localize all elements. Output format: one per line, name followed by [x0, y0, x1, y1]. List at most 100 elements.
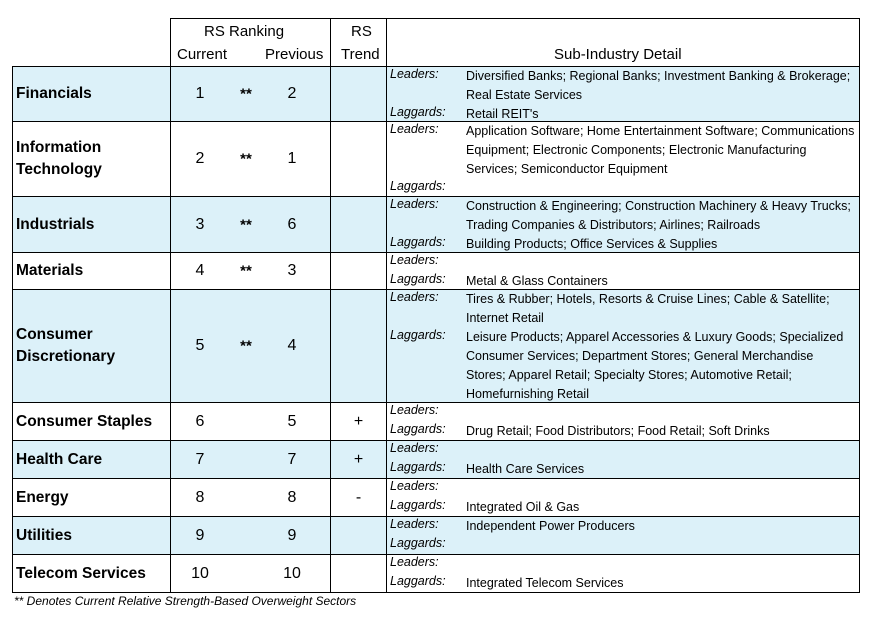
sector-name: Consumer Staples	[13, 403, 171, 440]
rank-cell: 5 ** 4	[171, 290, 331, 402]
sub-industry-detail: Leaders: Laggards: Integrated Oil & Gas	[387, 479, 859, 516]
leaders-label: Leaders:	[390, 290, 439, 304]
current-rank: 1	[195, 85, 205, 102]
sector-name: Information Technology	[13, 122, 171, 196]
laggards-label: Laggards:	[390, 422, 446, 436]
leaders-value: Application Software; Home Entertainment…	[466, 124, 855, 176]
overweight-marker: **	[240, 216, 252, 233]
previous-rank: 7	[287, 450, 297, 468]
laggards-label: Laggards:	[390, 460, 446, 474]
rank-cell: 4 ** 3	[171, 253, 331, 289]
table-row: Utilities 9 9 Leaders: Independent Power…	[12, 517, 860, 555]
table-row: Consumer Discretionary 5 ** 4 Leaders: T…	[12, 290, 860, 403]
sub-industry-detail: Leaders: Construction & Engineering; Con…	[387, 197, 859, 252]
sub-industry-label: Sub-Industry Detail	[554, 46, 682, 63]
current-rank: 9	[195, 526, 205, 544]
sub-industry-detail: Leaders: Laggards: Health Care Services	[387, 441, 859, 478]
laggards-label: Laggards:	[390, 328, 446, 342]
leaders-label: Leaders:	[390, 403, 439, 417]
sub-industry-detail: Leaders: Tires & Rubber; Hotels, Resorts…	[387, 290, 859, 402]
current-rank: 5	[195, 337, 205, 354]
sub-industry-detail: Leaders: Laggards: Drug Retail; Food Dis…	[387, 403, 859, 440]
current-rank: 10	[191, 564, 209, 582]
current-rank: 8	[195, 488, 205, 506]
sub-industry-detail: Leaders: Application Software; Home Ente…	[387, 122, 859, 196]
current-rank: 7	[195, 450, 205, 468]
table-row: Telecom Services 10 10 Leaders: Laggards…	[12, 555, 860, 593]
laggards-label: Laggards:	[390, 105, 446, 119]
sector-name: Materials	[13, 253, 171, 289]
rank-cell: 2 ** 1	[171, 122, 331, 196]
rank-cell: 6 5	[171, 403, 331, 440]
current-rank: 2	[195, 150, 205, 167]
leaders-label: Leaders:	[390, 253, 439, 267]
rank-cell: 1 ** 2	[171, 67, 331, 121]
previous-rank: 6	[287, 215, 297, 233]
footnote: ** Denotes Current Relative Strength-Bas…	[14, 594, 357, 608]
rank-cell: 8 8	[171, 479, 331, 516]
laggards-label: Laggards:	[390, 179, 446, 193]
current-rank: 4	[195, 262, 205, 279]
sub-industry-detail: Leaders: Laggards: Integrated Telecom Se…	[387, 555, 859, 592]
leaders-label: Leaders:	[390, 197, 439, 211]
previous-rank: 8	[287, 488, 297, 506]
rs-trend	[331, 555, 387, 592]
previous-rank: 5	[287, 412, 297, 430]
table-row: Industrials 3 ** 6 Leaders: Construction…	[12, 197, 860, 253]
table-header: RS Ranking Current Previous RS Trend Sub…	[12, 18, 860, 66]
table-row: Financials 1 ** 2 Leaders: Diversified B…	[12, 66, 860, 122]
sector-name: Utilities	[13, 517, 171, 554]
sector-name: Telecom Services	[13, 555, 171, 592]
sub-industry-header: Sub-Industry Detail	[386, 18, 860, 66]
sub-industry-detail: Leaders: Independent Power Producers Lag…	[387, 517, 859, 554]
laggards-value: Retail REIT's	[466, 107, 539, 121]
laggards-value: Health Care Services	[466, 462, 585, 476]
leaders-label: Leaders:	[390, 441, 439, 455]
current-label: Current	[177, 46, 228, 63]
overweight-marker: **	[240, 150, 252, 168]
leaders-label: Leaders:	[390, 67, 439, 81]
previous-rank: 9	[287, 526, 297, 544]
leaders-value: Independent Power Producers	[466, 519, 635, 533]
laggards-label: Laggards:	[390, 272, 446, 286]
rs-trend: +	[331, 403, 387, 440]
current-rank: 6	[195, 412, 205, 430]
rank-cell: 9 9	[171, 517, 331, 554]
sector-table: RS Ranking Current Previous RS Trend Sub…	[12, 18, 860, 593]
overweight-marker: **	[240, 262, 252, 280]
leaders-label: Leaders:	[390, 479, 439, 493]
laggards-value: Metal & Glass Containers	[466, 274, 608, 288]
leaders-label: Leaders:	[390, 555, 439, 569]
rank-cell: 7 7	[171, 441, 331, 478]
rs-ranking-header: RS Ranking Current Previous	[170, 18, 331, 66]
previous-rank: 10	[283, 564, 301, 582]
rs-trend	[331, 67, 387, 121]
previous-rank: 2	[287, 85, 297, 102]
laggards-value: Building Products; Office Services & Sup…	[466, 237, 718, 251]
laggards-label: Laggards:	[390, 536, 446, 550]
rs-trend: +	[331, 441, 387, 478]
leaders-value: Diversified Banks; Regional Banks; Inves…	[466, 69, 851, 102]
laggards-value: Integrated Telecom Services	[466, 576, 624, 590]
rank-cell: 10 10	[171, 555, 331, 592]
laggards-value: Leisure Products; Apparel Accessories & …	[466, 330, 844, 401]
rs-trend-header: RS Trend	[330, 18, 387, 66]
rs-trend	[331, 290, 387, 402]
rank-cell: 3 ** 6	[171, 197, 331, 252]
rs-trend	[331, 197, 387, 252]
previous-rank: 1	[287, 150, 297, 167]
trend-label: Trend	[341, 46, 380, 63]
laggards-label: Laggards:	[390, 235, 446, 249]
previous-rank: 4	[287, 337, 297, 354]
leaders-label: Leaders:	[390, 517, 439, 531]
rs-trend	[331, 517, 387, 554]
table-row: Energy 8 8 - Leaders: Laggards: Integrat…	[12, 479, 860, 517]
rs-trend	[331, 253, 387, 289]
sub-industry-detail: Leaders: Laggards: Metal & Glass Contain…	[387, 253, 859, 289]
rs-trend: -	[331, 479, 387, 516]
table-row: Health Care 7 7 + Leaders: Laggards: Hea…	[12, 441, 860, 479]
previous-label: Previous	[265, 46, 324, 63]
laggards-label: Laggards:	[390, 574, 446, 588]
sector-name: Financials	[13, 67, 171, 121]
table-row: Materials 4 ** 3 Leaders: Laggards: Meta…	[12, 253, 860, 290]
